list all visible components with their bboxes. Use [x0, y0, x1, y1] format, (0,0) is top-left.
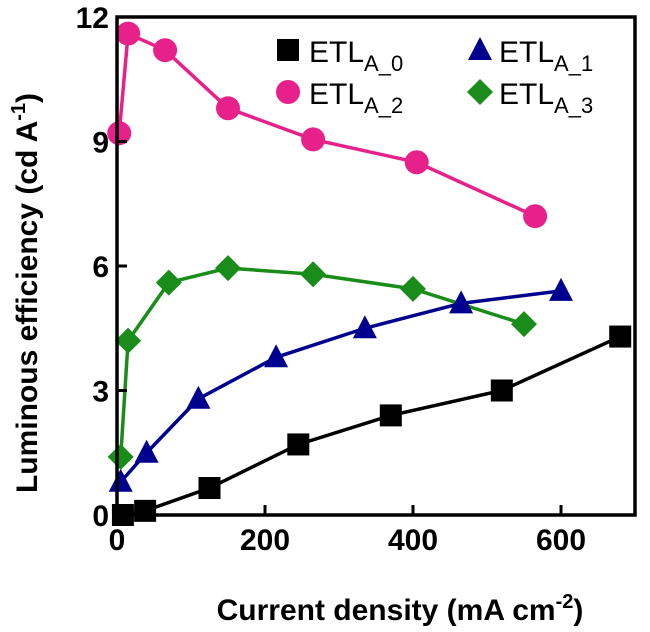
data-point-a-1 — [549, 277, 573, 301]
data-point-a-3 — [215, 255, 241, 282]
legend-marker-a-3 — [467, 79, 493, 105]
data-point-a-1 — [449, 290, 474, 314]
y-tick-label: 3 — [92, 376, 109, 409]
x-tick-label: 600 — [536, 524, 586, 557]
legend-label-a-1: ETLA_1 — [499, 36, 593, 76]
data-point-a-2 — [153, 38, 178, 63]
data-point-a-0 — [379, 404, 402, 427]
data-point-a-2 — [523, 204, 548, 229]
data-point-a-3 — [115, 327, 142, 354]
y-tick-label: 12 — [76, 2, 109, 35]
series-line-a-0 — [122, 334, 621, 517]
data-point-a-3 — [155, 269, 182, 296]
y-tick-label: 6 — [92, 251, 109, 284]
data-point-a-2 — [301, 127, 326, 152]
data-point-a-2 — [107, 121, 132, 146]
x-tick-label: 200 — [240, 524, 290, 557]
legend-label-a-0: ETLA_0 — [309, 36, 403, 76]
plot-border — [115, 15, 637, 517]
data-point-a-1 — [108, 468, 133, 492]
legend-marker-a-0 — [277, 39, 299, 61]
y-ticks: 0 3 6 9 12 — [76, 2, 127, 533]
legend-marker-a-2 — [276, 80, 300, 104]
y-axis-title: Luminous efficiency (cd A-1) — [8, 93, 44, 493]
x-tick-label: 400 — [388, 524, 438, 557]
data-point-a-1 — [264, 344, 289, 368]
data-point-a-0 — [609, 325, 632, 348]
x-ticks: 0 200 400 600 — [109, 505, 586, 557]
data-point-a-0 — [287, 433, 310, 456]
x-tick-label: 0 — [109, 524, 126, 557]
data-point-a-1 — [186, 385, 211, 409]
legend-label-a-3: ETLA_3 — [499, 78, 593, 118]
data-point-a-1 — [352, 315, 377, 339]
data-point-a-2 — [216, 96, 240, 121]
series-markers — [107, 21, 632, 526]
data-point-a-0 — [198, 477, 221, 500]
data-point-a-3 — [400, 275, 426, 302]
data-point-a-0 — [490, 379, 513, 402]
data-point-a-2 — [404, 150, 429, 175]
legend: ETLA_0 ETLA_1 ETLA_2 ETLA_3 — [276, 36, 593, 118]
y-tick-label: 9 — [92, 127, 109, 160]
legend-marker-a-1 — [468, 37, 492, 60]
plot-frame — [115, 15, 637, 517]
data-point-a-2 — [116, 21, 141, 46]
data-point-a-3 — [300, 261, 327, 288]
data-point-a-1 — [134, 439, 159, 463]
x-axis-title: Current density (mA cm-2) — [217, 591, 584, 627]
data-point-a-3 — [107, 443, 134, 470]
legend-label-a-2: ETLA_2 — [309, 78, 403, 118]
y-tick-label: 0 — [92, 500, 109, 533]
data-point-a-0 — [134, 499, 157, 522]
data-point-a-3 — [511, 311, 537, 338]
